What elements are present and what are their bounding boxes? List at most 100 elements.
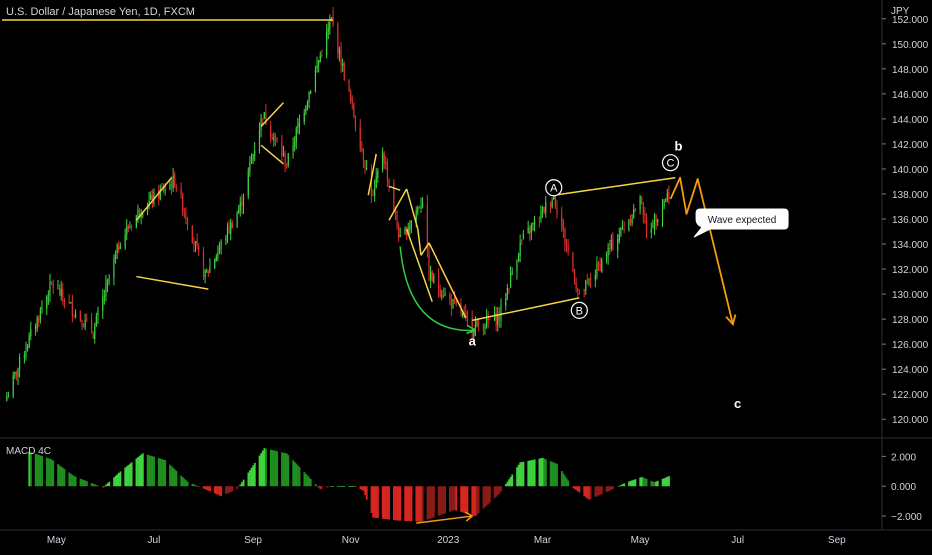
candle-body [150,194,152,200]
candle-body [52,283,54,288]
candle-body [50,281,53,283]
histogram-bar [117,472,120,487]
histogram-bar [361,486,363,490]
histogram-bar [181,477,184,487]
histogram-bar [349,486,352,487]
price-axis[interactable]: 120.000 122.000 124.000 126.000 128.000 130.0… [882,15,929,426]
candle-body [450,298,452,308]
candle-body [318,61,320,65]
drawings-layer[interactable] [2,19,737,524]
candle-body [84,319,86,328]
time-tick-label: Jul [148,535,161,546]
candle-body [476,320,478,327]
candle-body [645,217,648,232]
histogram-bar [631,480,634,487]
candle-body [206,270,208,272]
candle-body [236,213,238,228]
candle-body [596,263,598,277]
histogram-bar [474,486,477,517]
candle-body [153,191,155,205]
wave-label-circle [661,154,680,172]
price-tick-label: 126.000 [892,340,929,351]
candle-body [94,326,96,340]
histogram-bar [645,478,648,487]
histogram-bar [450,486,453,512]
candle-body [410,220,413,227]
histogram-bar [596,486,598,497]
time-axis[interactable]: May Jul Sep Nov 2023 Mar May Jul Sep [47,535,846,546]
histogram-bar [588,486,590,500]
histogram-bar [415,486,418,522]
macd-divergence-line [416,515,473,524]
histogram-bar [228,486,231,493]
candle-body [70,302,72,304]
pattern-line [388,185,401,191]
histogram-bar [527,460,530,487]
candle-body [343,62,345,80]
histogram-bar [618,485,621,487]
candle-body [47,297,49,299]
histogram-bar [433,486,435,518]
histogram-bar [511,474,514,487]
histogram-bar [605,486,608,493]
candle-body [148,200,150,206]
candle-body [193,243,195,245]
candle-body [7,396,9,398]
candle-body [511,272,513,275]
candle-body [17,368,19,377]
candle-body [180,187,182,194]
histogram-bar [170,466,173,487]
histogram-bar [650,480,653,487]
candle-body [471,318,473,335]
histogram-bar [610,486,613,490]
candle-body [618,235,620,241]
histogram-bar [642,477,645,487]
candle-body [519,241,521,256]
histogram-bar [567,480,570,487]
pattern-line [417,228,422,256]
histogram-bar [41,456,43,487]
price-tick-label: 144.000 [892,115,929,126]
histogram-bar [463,486,466,513]
histogram-bar [471,486,474,516]
histogram-bar [629,480,632,487]
histogram-bar [372,486,375,518]
price-tick-label: 120.000 [892,415,929,426]
candle-body [348,79,350,91]
candle-body [130,226,133,228]
candle-body [151,195,153,204]
histogram-bar [119,471,122,487]
candle-body [588,278,590,280]
histogram-bar [306,475,309,487]
histogram-bar [522,461,525,487]
candle-body [129,226,131,228]
histogram-bar [556,463,558,487]
candle-body [533,219,536,225]
candle-body [541,206,544,211]
macd-axis[interactable]: 2.000 0.000 −2.000 [882,452,922,523]
histogram-bar [213,486,216,494]
candle-body [422,203,424,207]
histogram-bar [39,455,42,487]
candle-body [666,192,668,201]
candle-body [353,103,355,118]
histogram-bar [205,486,208,490]
candle-body [565,241,568,247]
candle-body [455,300,457,305]
candle-body [57,288,59,290]
histogram-bar [584,486,587,498]
histogram-bar [653,482,656,487]
candle-body [38,318,40,322]
candle-body [204,270,206,278]
candle-body [250,158,253,164]
candle-body [6,396,8,401]
histogram-bar [73,476,75,487]
histogram-bar [138,455,141,487]
callout-text: Wave expected [708,215,777,226]
candle-body [377,171,379,178]
histogram-bar [562,473,565,487]
candle-body [74,312,77,317]
wave-label-circle [570,301,588,319]
